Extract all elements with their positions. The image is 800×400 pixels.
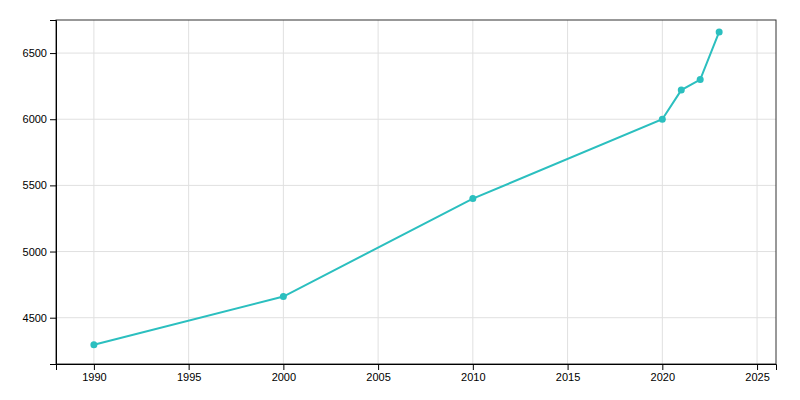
x-tick-mark: [378, 364, 379, 370]
y-tick-label: 5500: [23, 179, 47, 191]
y-grid-line: [56, 53, 776, 54]
x-axis: 1990 1995 2000 2005 2010 2015 2020 2025: [57, 364, 777, 383]
x-tick-label: 1990: [82, 371, 106, 383]
x-tick: 2025: [745, 364, 769, 383]
x-grid-line: [93, 20, 94, 364]
y-grid-line: [56, 317, 776, 318]
grid: [56, 20, 776, 364]
x-grid-line: [662, 20, 663, 364]
x-tick-label: 2005: [366, 371, 390, 383]
line: [94, 32, 719, 345]
x-tick: 1995: [177, 364, 201, 383]
x-tick: 2010: [461, 364, 485, 383]
y-tick: 6500: [23, 47, 56, 59]
x-grid-line: [757, 20, 758, 364]
y-grid-line: [56, 185, 776, 186]
x-grid-line: [283, 20, 284, 364]
x-tick: 2020: [651, 364, 675, 383]
y-tick: 4500: [23, 312, 56, 324]
point: [469, 195, 476, 202]
x-grid-line: [567, 20, 568, 364]
x-grid-line: [472, 20, 473, 364]
x-tick-mark: [283, 364, 284, 370]
y-tick-mark: [50, 252, 56, 253]
plot-frame: [56, 20, 776, 364]
x-tick-mark: [473, 364, 474, 370]
chart: 1990 1995 2000 2005 2010 2015 2020 2025 4500 5000…: [0, 0, 800, 400]
point: [697, 76, 704, 83]
y-tick: 5500: [23, 179, 56, 191]
y-tick: 5000: [23, 246, 56, 258]
y-tick-mark: [50, 318, 56, 319]
x-tick: 1990: [82, 364, 106, 383]
x-tick-label: 2010: [461, 371, 485, 383]
y-tick-label: 5000: [23, 246, 47, 258]
y-tick-label: 4500: [23, 312, 47, 324]
y-tick: 6000: [23, 113, 56, 125]
y-tick-mark: [50, 53, 56, 54]
point: [659, 116, 666, 123]
x-tick-label: 1995: [177, 371, 201, 383]
chart-container: 1990 1995 2000 2005 2010 2015 2020 2025 4500 5000…: [0, 0, 800, 400]
x-tick: 2000: [272, 364, 296, 383]
x-tick-label: 2025: [745, 371, 769, 383]
x-tick-mark: [662, 364, 663, 370]
point: [678, 87, 685, 94]
y-tick-mark: [50, 185, 56, 186]
x-tick-label: 2020: [651, 371, 675, 383]
x-tick: 2005: [366, 364, 390, 383]
x-grid-line: [378, 20, 379, 364]
y-axis: 4500 5000 5500 6000 6500: [23, 21, 57, 365]
x-tick-mark: [94, 364, 95, 370]
x-tick: 2015: [556, 364, 580, 383]
x-tick-label: 2000: [272, 371, 296, 383]
plot: 1990 1995 2000 2005 2010 2015 2020 2025 4500 5000…: [23, 20, 777, 383]
x-tick-label: 2015: [556, 371, 580, 383]
y-grid-line: [56, 119, 776, 120]
x-axis-line: [57, 365, 777, 371]
y-axis-line: [50, 21, 57, 365]
marks: [90, 28, 722, 348]
x-tick-mark: [189, 364, 190, 370]
x-tick-mark: [757, 364, 758, 370]
y-tick-label: 6500: [23, 47, 47, 59]
point: [716, 28, 723, 35]
y-grid-line: [56, 251, 776, 252]
y-tick-mark: [50, 119, 56, 120]
point: [280, 293, 287, 300]
x-grid-line: [188, 20, 189, 364]
y-tick-label: 6000: [23, 113, 47, 125]
point: [90, 341, 97, 348]
x-tick-mark: [568, 364, 569, 370]
